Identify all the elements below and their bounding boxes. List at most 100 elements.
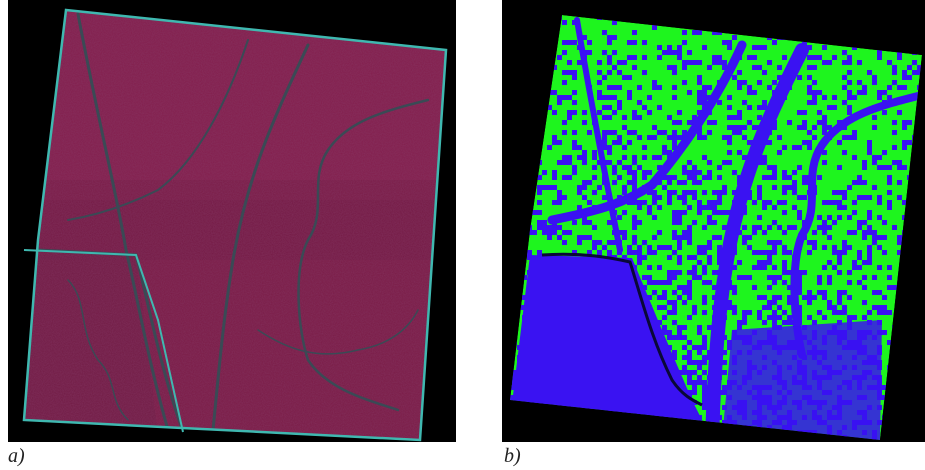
- class-pixel: [892, 130, 897, 135]
- class-pixel: [687, 290, 692, 295]
- class-pixel: [802, 180, 807, 185]
- class-pixel: [847, 95, 852, 100]
- class-pixel: [667, 175, 672, 180]
- class-pixel: [852, 265, 857, 270]
- class-pixel: [702, 85, 707, 90]
- class-pixel: [697, 80, 702, 85]
- class-pixel: [742, 80, 747, 85]
- class-pixel: [692, 370, 697, 375]
- class-pixel: [607, 250, 612, 255]
- class-pixel: [687, 205, 692, 210]
- class-pixel: [752, 55, 757, 60]
- class-pixel: [767, 275, 772, 280]
- class-pixel: [697, 260, 702, 265]
- class-pixel: [572, 75, 577, 80]
- class-pixel: [642, 275, 647, 280]
- class-pixel: [787, 300, 792, 305]
- class-pixel: [772, 280, 777, 285]
- class-pixel: [757, 265, 762, 270]
- class-pixel: [567, 40, 572, 45]
- class-pixel: [877, 155, 882, 160]
- class-pixel: [867, 255, 872, 260]
- class-pixel: [822, 230, 827, 235]
- class-pixel: [577, 145, 582, 150]
- class-pixel: [812, 295, 817, 300]
- class-pixel: [807, 85, 812, 90]
- class-pixel: [687, 175, 692, 180]
- class-pixel: [887, 310, 892, 315]
- class-pixel: [617, 70, 622, 75]
- class-pixel: [607, 150, 612, 155]
- class-pixel: [902, 120, 907, 125]
- class-pixel: [727, 345, 732, 350]
- class-pixel: [682, 65, 687, 70]
- class-pixel: [642, 155, 647, 160]
- class-pixel: [682, 370, 687, 375]
- class-pixel: [727, 160, 732, 165]
- class-pixel: [682, 80, 687, 85]
- class-pixel: [672, 270, 677, 275]
- class-pixel: [687, 170, 692, 175]
- class-pixel: [752, 265, 757, 270]
- class-pixel: [832, 245, 837, 250]
- class-pixel: [727, 95, 732, 100]
- class-pixel: [697, 90, 702, 95]
- class-pixel: [562, 20, 567, 25]
- class-pixel: [827, 200, 832, 205]
- class-pixel: [682, 180, 687, 185]
- class-pixel: [767, 315, 772, 320]
- class-pixel: [637, 255, 642, 260]
- class-pixel: [722, 360, 727, 365]
- class-pixel: [567, 115, 572, 120]
- class-pixel: [552, 170, 557, 175]
- class-pixel: [632, 40, 637, 45]
- class-pixel: [842, 250, 847, 255]
- class-pixel: [867, 260, 872, 265]
- class-pixel: [632, 110, 637, 115]
- class-pixel: [882, 305, 887, 310]
- class-pixel: [667, 335, 672, 340]
- class-pixel: [797, 270, 802, 275]
- class-pixel: [797, 285, 802, 290]
- class-pixel: [572, 40, 577, 45]
- class-pixel: [672, 145, 677, 150]
- class-pixel: [867, 210, 872, 215]
- class-pixel: [782, 170, 787, 175]
- class-pixel: [847, 280, 852, 285]
- class-pixel: [782, 250, 787, 255]
- class-pixel: [802, 110, 807, 115]
- class-pixel: [702, 390, 707, 395]
- class-pixel: [697, 375, 702, 380]
- class-pixel: [707, 280, 712, 285]
- class-pixel: [752, 250, 757, 255]
- class-pixel: [882, 385, 887, 390]
- class-pixel: [802, 120, 807, 125]
- class-pixel: [612, 140, 617, 145]
- class-pixel: [732, 305, 737, 310]
- class-pixel: [667, 180, 672, 185]
- class-pixel: [782, 270, 787, 275]
- class-pixel: [682, 130, 687, 135]
- class-pixel: [847, 110, 852, 115]
- class-pixel: [817, 175, 822, 180]
- class-pixel: [692, 60, 697, 65]
- class-pixel: [672, 275, 677, 280]
- class-pixel: [822, 60, 827, 65]
- class-pixel: [782, 200, 787, 205]
- class-pixel: [677, 260, 682, 265]
- class-pixel: [902, 165, 907, 170]
- class-pixel: [737, 320, 742, 325]
- class-pixel: [822, 220, 827, 225]
- class-pixel: [617, 100, 622, 105]
- class-pixel: [702, 380, 707, 385]
- class-pixel: [617, 60, 622, 65]
- class-pixel: [892, 65, 897, 70]
- class-pixel: [717, 210, 722, 215]
- class-pixel: [707, 260, 712, 265]
- class-pixel: [867, 230, 872, 235]
- class-pixel: [617, 215, 622, 220]
- class-pixel: [612, 50, 617, 55]
- class-pixel: [552, 135, 557, 140]
- class-pixel: [557, 95, 562, 100]
- class-pixel: [827, 225, 832, 230]
